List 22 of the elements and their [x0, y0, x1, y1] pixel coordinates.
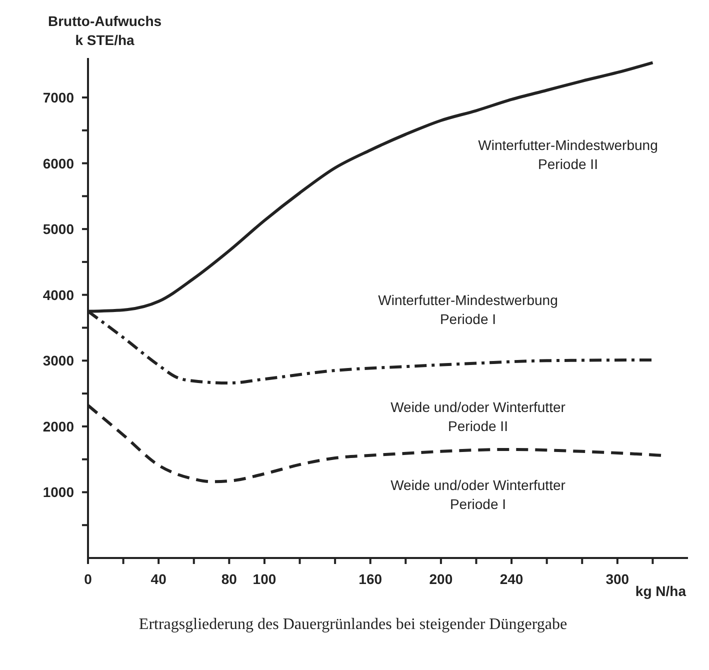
x-axis-title: kg N/ha	[635, 583, 686, 599]
y-tick-label: 5000	[42, 221, 74, 238]
x-tick-label: 200	[429, 571, 453, 587]
x-tick-label: 0	[84, 571, 92, 587]
annotation: Weide und/oder Winterfutter Periode I	[390, 476, 566, 514]
annotation: Winterfutter-Mindestwerbung Periode II	[478, 136, 658, 174]
x-tick-label: 160	[358, 571, 382, 587]
x-tick-label: 240	[500, 571, 524, 587]
x-tick-label: 80	[221, 571, 238, 587]
y-tick-label: 2000	[42, 418, 74, 434]
x-tick-label: 300	[606, 571, 630, 587]
y-tick-label: 6000	[42, 155, 74, 172]
annotation: Winterfutter-Mindestwerbung Periode I	[378, 291, 558, 329]
y-axis-title: Brutto-Aufwuchs k STE/ha	[48, 12, 162, 50]
text: Ertragsgliederung des Dauergrünlandes bei steigender Düngergabe	[138, 616, 568, 634]
x-tick-label: 100	[252, 571, 276, 587]
y-tick-label: 1000	[42, 484, 74, 500]
y-tick-label: 3000	[42, 352, 74, 369]
y-tick-label: 7000	[42, 89, 74, 106]
annotation: Weide und/oder Winterfutter Periode II	[390, 398, 566, 436]
x-tick-label: 40	[150, 571, 167, 587]
y-tick-label: 4000	[42, 286, 74, 303]
